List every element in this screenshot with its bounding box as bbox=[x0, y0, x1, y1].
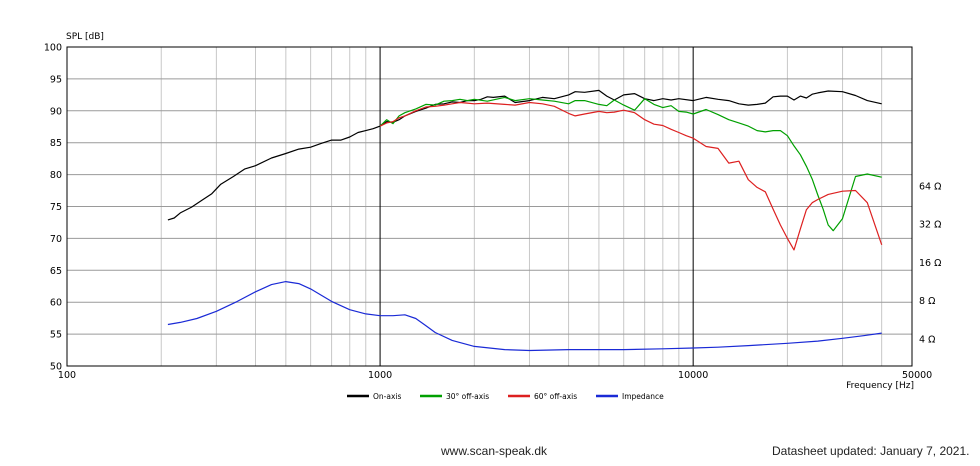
legend-label: 30° off-axis bbox=[446, 392, 489, 401]
x-tick-label: 10000 bbox=[678, 370, 708, 381]
plot-border bbox=[66, 46, 913, 367]
x-tick-label: 1000 bbox=[368, 370, 392, 381]
y-tick-label: 80 bbox=[50, 170, 62, 181]
y-tick-label: 75 bbox=[50, 202, 62, 213]
y-tick-label: 50 bbox=[50, 362, 62, 373]
y-axis-label: SPL [dB] bbox=[66, 32, 104, 42]
x-axis-label: Frequency [Hz] bbox=[846, 381, 914, 391]
datasheet-updated-text: Datasheet updated: January 7, 2021. bbox=[772, 444, 970, 458]
legend-label: Impedance bbox=[622, 392, 664, 401]
grid bbox=[67, 47, 912, 366]
y-tick-label: 55 bbox=[50, 330, 62, 341]
impedance-tick-label: 32 Ω bbox=[919, 220, 941, 231]
series-lines bbox=[167, 89, 883, 352]
y-tick-label: 65 bbox=[50, 266, 62, 277]
impedance-tick-label: 16 Ω bbox=[919, 258, 941, 269]
series-line-on-axis bbox=[167, 89, 882, 221]
website-text: www.scan-speak.dk bbox=[441, 444, 548, 458]
impedance-tick-label: 64 Ω bbox=[919, 181, 941, 192]
series-line-impedance bbox=[167, 281, 882, 352]
x-tick-label: 100 bbox=[58, 370, 76, 381]
series-line-30-off-axis bbox=[379, 96, 882, 232]
series-line-60-off-axis bbox=[379, 101, 883, 251]
y-tick-label: 100 bbox=[44, 43, 62, 54]
y-tick-label: 60 bbox=[50, 298, 62, 309]
y-tick-label: 70 bbox=[50, 234, 62, 245]
y-tick-label: 90 bbox=[50, 106, 62, 117]
impedance-tick-label: 4 Ω bbox=[919, 335, 935, 346]
y-tick-label: 95 bbox=[50, 74, 62, 85]
impedance-tick-label: 8 Ω bbox=[919, 296, 935, 307]
legend-label: 60° off-axis bbox=[534, 392, 577, 401]
x-tick-label: 50000 bbox=[902, 370, 932, 381]
legend-label: On-axis bbox=[373, 392, 401, 401]
y-tick-label: 85 bbox=[50, 138, 62, 149]
plot-frame bbox=[66, 46, 913, 367]
legend: On-axis 30° off-axis 60° off-axis Impedance bbox=[347, 392, 664, 401]
